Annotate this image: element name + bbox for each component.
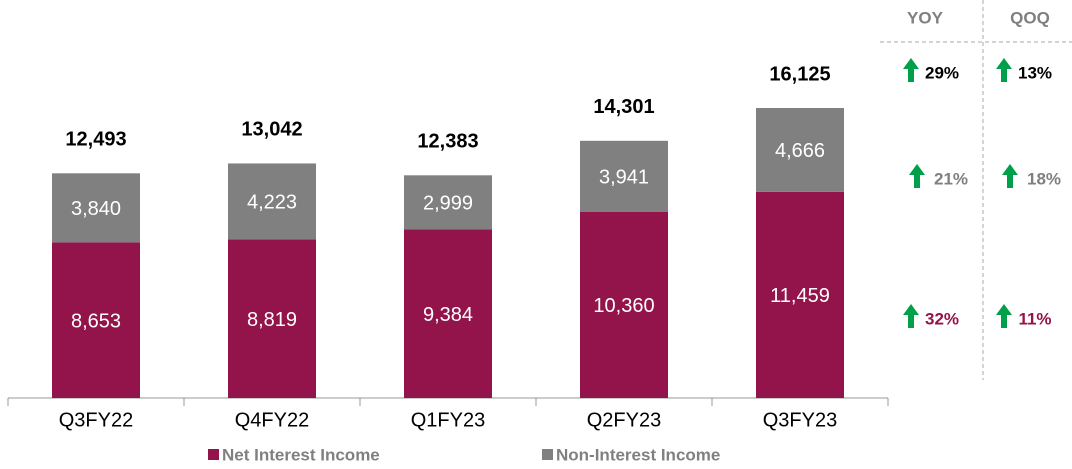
legend-swatch bbox=[208, 449, 219, 460]
up-arrow bbox=[1002, 164, 1018, 188]
legend-label: Non-Interest Income bbox=[556, 445, 720, 464]
value-label: 3,941 bbox=[599, 167, 649, 189]
value-label: 3,840 bbox=[71, 198, 121, 220]
total-label: 12,383 bbox=[417, 131, 478, 153]
up-arrow bbox=[996, 58, 1012, 82]
column-header: QOQ bbox=[1010, 8, 1050, 27]
x-tick-label: Q2FY23 bbox=[587, 409, 661, 431]
bar-segment bbox=[580, 211, 668, 398]
total-label: 14,301 bbox=[593, 96, 654, 118]
value-label: 4,666 bbox=[775, 140, 825, 162]
x-tick-label: Q1FY23 bbox=[411, 409, 485, 431]
growth-value: 18% bbox=[1027, 169, 1061, 188]
value-label: 2,999 bbox=[423, 193, 473, 215]
total-label: 16,125 bbox=[769, 63, 830, 85]
bar-segment bbox=[756, 191, 844, 398]
bar-segment bbox=[52, 173, 140, 243]
growth-value: 32% bbox=[925, 309, 959, 328]
bar-segment bbox=[404, 175, 492, 230]
column-header: YOY bbox=[907, 8, 944, 27]
x-tick-label: Q4FY22 bbox=[235, 409, 309, 431]
bar-segment bbox=[404, 229, 492, 398]
legend-swatch bbox=[542, 449, 553, 460]
x-tick-label: Q3FY22 bbox=[59, 409, 133, 431]
x-tick-label: Q3FY23 bbox=[763, 409, 837, 431]
value-label: 8,653 bbox=[71, 310, 121, 332]
growth-value: 11% bbox=[1018, 309, 1051, 328]
growth-value: 13% bbox=[1018, 63, 1052, 82]
up-arrow bbox=[909, 164, 925, 188]
value-label: 9,384 bbox=[423, 304, 473, 326]
up-arrow bbox=[903, 58, 919, 82]
up-arrow bbox=[996, 304, 1012, 328]
bar-segment bbox=[756, 108, 844, 192]
total-label: 12,493 bbox=[65, 129, 126, 151]
value-label: 10,360 bbox=[593, 295, 654, 317]
total-label: 13,042 bbox=[241, 119, 302, 141]
bar-segment bbox=[52, 242, 140, 398]
growth-value: 21% bbox=[934, 169, 968, 188]
value-label: 4,223 bbox=[247, 192, 297, 214]
bar-segment bbox=[580, 140, 668, 212]
up-arrow bbox=[903, 304, 919, 328]
growth-value: 29% bbox=[925, 63, 959, 82]
legend-label: Net Interest Income bbox=[222, 445, 380, 464]
bar-segment bbox=[228, 239, 316, 398]
value-label: 8,819 bbox=[247, 309, 297, 331]
value-label: 11,459 bbox=[770, 285, 830, 307]
bar-segment bbox=[228, 163, 316, 240]
